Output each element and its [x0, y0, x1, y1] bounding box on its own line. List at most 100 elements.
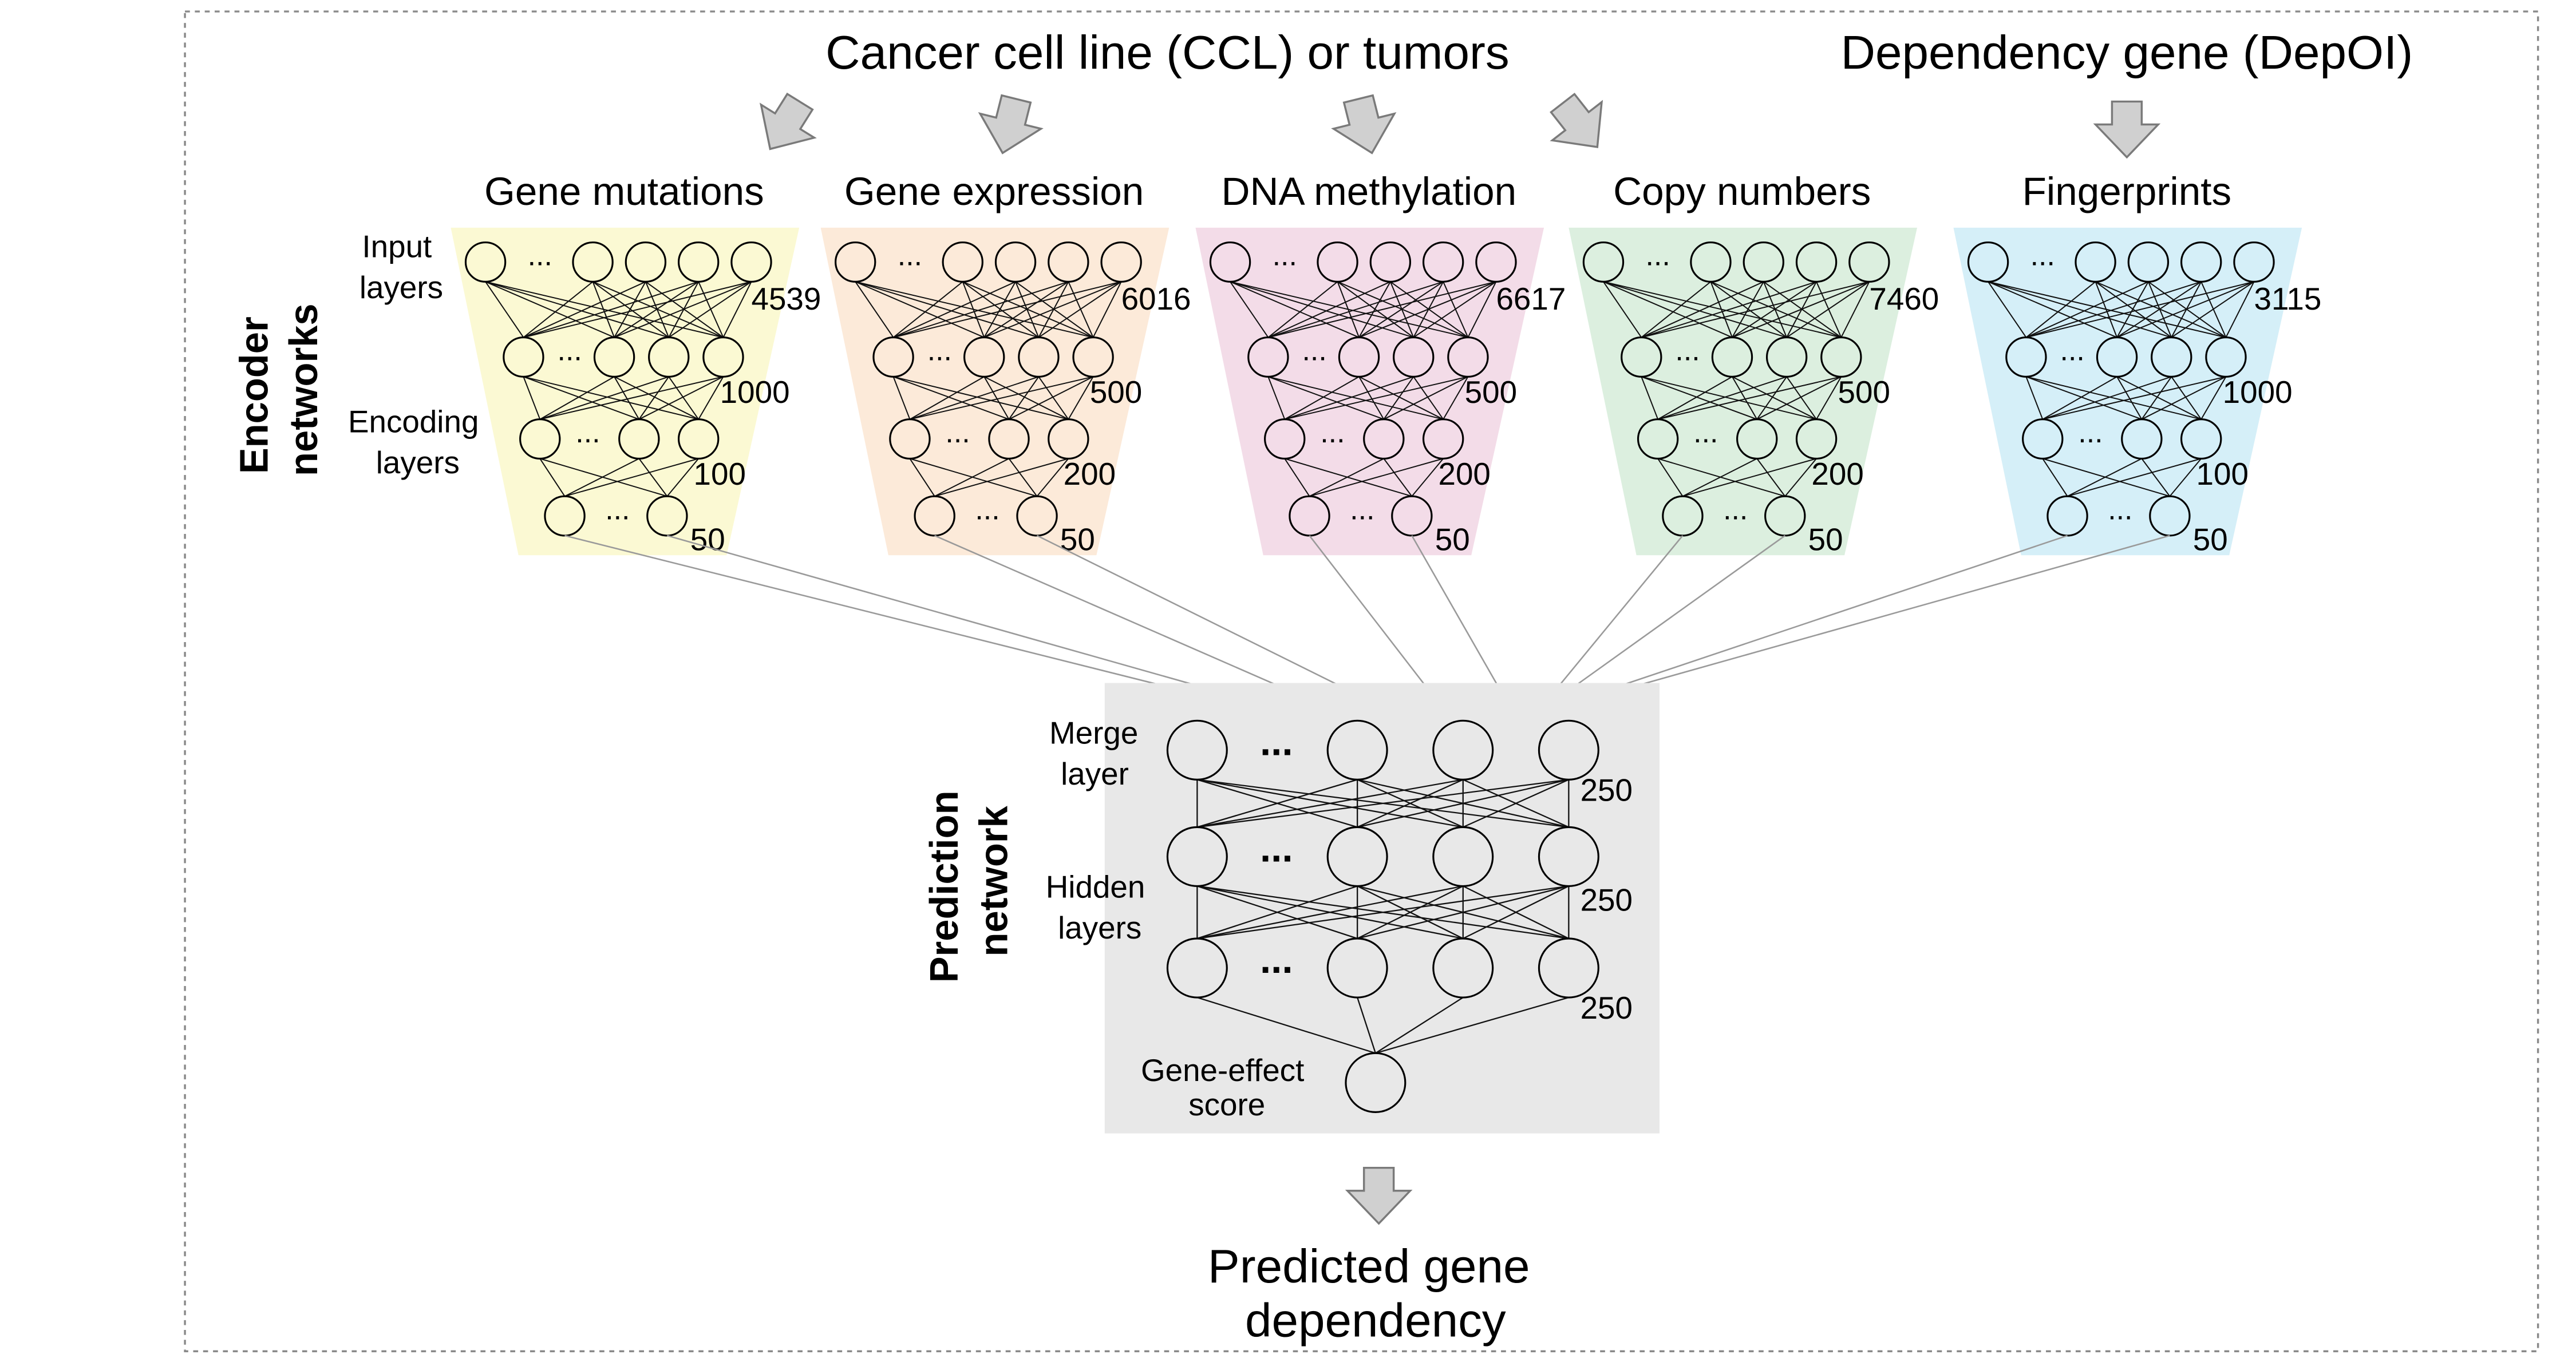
output-neuron — [1345, 1052, 1406, 1113]
ellipsis: ... — [1646, 239, 1670, 272]
encoder-connection — [1756, 376, 1842, 420]
encoder-connection — [2141, 376, 2226, 420]
encoder-connection — [2067, 458, 2202, 497]
prediction-section-line1: Prediction — [922, 790, 966, 983]
input-layers-line2: layers — [359, 270, 443, 305]
encoder-connection — [2025, 376, 2044, 420]
gene-effect-line2: score — [1188, 1087, 1265, 1122]
encoder-neuron — [2005, 336, 2047, 378]
encoder-dna-methylation: DNA methylation............ 6617 500 200 50 — [1195, 169, 1566, 557]
ellipsis: ... — [1693, 415, 1718, 449]
encoder-connection — [1413, 281, 1497, 338]
ellipsis: ... — [2030, 239, 2055, 272]
encoder-connection — [1358, 281, 1496, 338]
encoder-gene-expression: Gene expression............ 6016 500 200 50 — [820, 169, 1191, 557]
encoder-connection — [1411, 458, 1444, 497]
encoder-neuron — [519, 418, 561, 460]
encoder-neuron — [503, 336, 544, 378]
encoder-connection — [1008, 376, 1040, 420]
layer-size-label: 500 — [1090, 375, 1142, 410]
encoder-connection — [1710, 281, 1842, 338]
encoder-connection — [2095, 281, 2118, 338]
encoder-connection — [1682, 458, 1817, 497]
encoder-connection — [1732, 281, 1764, 338]
prediction-connection — [1197, 885, 1463, 940]
encoder-connection — [1641, 376, 1817, 420]
encoder-connection — [1763, 281, 1842, 338]
encoder-connection — [1337, 281, 1360, 338]
encoder-neuron — [464, 241, 507, 283]
encoder-connection — [1337, 281, 1468, 338]
encoder-connection — [1309, 458, 1444, 497]
encoder-title: Fingerprints — [2022, 169, 2231, 213]
encoder-connection — [1383, 458, 1413, 497]
encoder-connection — [1641, 281, 1817, 338]
encoder-connection — [2116, 281, 2149, 338]
encoder-neuron — [942, 241, 983, 283]
encoder-neuron — [1072, 336, 1114, 378]
encoder-neuron — [625, 241, 667, 283]
encoder-connection — [698, 376, 724, 420]
encoder-title: Copy numbers — [1613, 169, 1871, 213]
input-layers-label: Input layers — [359, 229, 443, 305]
encoder-connection — [1038, 281, 1122, 338]
encoder-connection — [983, 281, 1069, 338]
gene-effect-line1: Gene-effect — [1141, 1053, 1304, 1088]
ellipsis: ... — [1723, 492, 1748, 525]
encoder-connection — [910, 458, 1037, 497]
input-size-label: 4539 — [752, 282, 821, 316]
encoder-neuron — [2205, 336, 2247, 378]
encoder-neuron — [2151, 336, 2192, 378]
predicted-dependency-line2: dependency — [1245, 1294, 1506, 1347]
encoder-connection — [638, 376, 670, 420]
encoder-connection — [1682, 458, 1757, 497]
encoder-connection — [539, 376, 615, 420]
encoder-connection — [962, 281, 1094, 338]
encoder-connection — [893, 376, 1069, 420]
encoder-connection — [2225, 281, 2255, 338]
encoding-layers-label: Encoding layers — [348, 405, 488, 480]
encoder-connection — [2042, 458, 2068, 497]
encoder-connection — [1358, 376, 1444, 420]
encoder-neuron — [1637, 418, 1679, 460]
encoder-connection — [1383, 376, 1415, 420]
encoder-connection — [1641, 281, 1712, 338]
encoder-connection — [1413, 376, 1444, 420]
ellipsis: ... — [605, 492, 630, 525]
encoder-neuron — [994, 241, 1037, 283]
arrow-to-copy-numbers — [1550, 92, 1603, 148]
encoder-neuron — [1209, 241, 1251, 283]
encoder-connection — [1710, 281, 1733, 338]
prediction-neuron — [1432, 719, 1494, 781]
encoder-neuron — [677, 418, 720, 460]
encoder-neuron — [1848, 241, 1890, 283]
encoder-connection — [1756, 458, 1786, 497]
encoder-neuron — [1582, 241, 1625, 283]
encoder-connection — [614, 281, 646, 338]
encoder-connection — [855, 281, 894, 338]
encoder-neuron — [1048, 241, 1089, 283]
encoder-connection — [2141, 376, 2172, 420]
encoder-connection — [523, 281, 699, 338]
encoder-connection — [1657, 458, 1785, 497]
encoder-connection — [539, 458, 667, 497]
encoder-connection — [1383, 376, 1468, 420]
encoder-connection — [2200, 376, 2227, 420]
encoder-connection — [2171, 376, 2202, 420]
encoder-connection — [638, 376, 724, 420]
encoder-connection — [1230, 281, 1360, 338]
encoder-connection — [523, 281, 752, 338]
encoder-connection — [539, 376, 669, 420]
encoder-connection — [592, 281, 669, 338]
encoder-connection — [983, 376, 1069, 420]
prediction-connection — [1197, 779, 1463, 828]
encoder-section-label: Encoder networks — [232, 303, 326, 476]
arrow-to-output — [1345, 1166, 1413, 1225]
encoder-connection — [523, 376, 639, 420]
encoder-connection — [614, 376, 640, 420]
prediction-connection — [1463, 885, 1569, 940]
encoder-connection — [1786, 281, 1870, 338]
encoder-connection — [2042, 458, 2170, 497]
encoder-connection — [2116, 281, 2254, 338]
encoder-neuron — [872, 336, 914, 378]
